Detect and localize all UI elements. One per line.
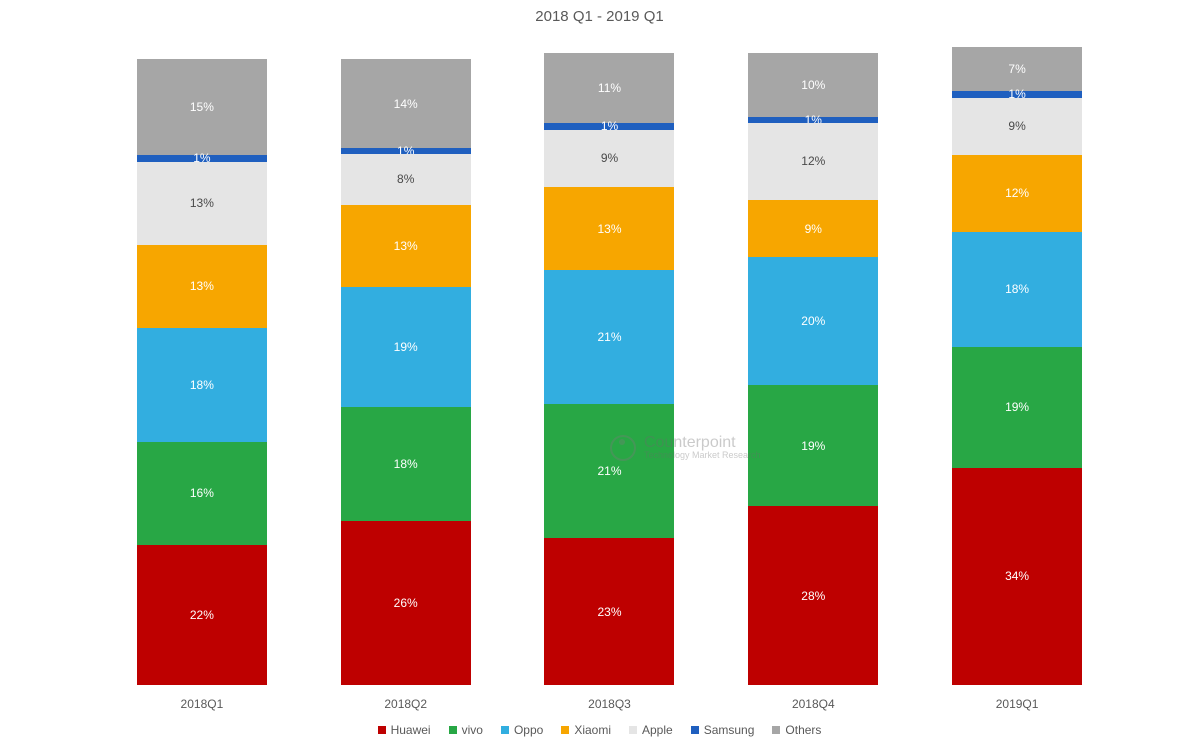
legend-item: Xiaomi	[561, 723, 611, 737]
x-axis-labels: 2018Q12018Q22018Q32018Q42019Q1	[60, 697, 1159, 711]
segment: 10%	[748, 53, 878, 117]
segment: 23%	[544, 538, 674, 685]
legend-swatch	[449, 726, 457, 734]
bar-slot: 22%16%18%13%13%1%15%	[100, 40, 304, 685]
legend-swatch	[501, 726, 509, 734]
legend-label: vivo	[462, 723, 483, 737]
legend-item: Samsung	[691, 723, 755, 737]
segment: 22%	[137, 545, 267, 685]
segment: 18%	[137, 328, 267, 443]
segment: 19%	[952, 347, 1082, 468]
segment: 12%	[748, 123, 878, 200]
legend-item: Oppo	[501, 723, 543, 737]
legend-item: vivo	[449, 723, 483, 737]
x-axis-label: 2019Q1	[915, 697, 1119, 711]
legend-label: Oppo	[514, 723, 543, 737]
segment: 13%	[341, 205, 471, 287]
chart-title: 2018 Q1 - 2019 Q1	[0, 8, 1199, 25]
bar-slot: 34%19%18%12%9%1%7%	[915, 40, 1119, 685]
plot-area: 22%16%18%13%13%1%15%26%18%19%13%8%1%14%2…	[60, 40, 1159, 685]
segment: 8%	[341, 154, 471, 205]
segment: 34%	[952, 468, 1082, 685]
legend-label: Xiaomi	[574, 723, 611, 737]
segment: 28%	[748, 506, 878, 685]
legend-item: Apple	[629, 723, 673, 737]
bar-slot: 23%21%21%13%9%1%11%	[508, 40, 712, 685]
legend-swatch	[772, 726, 780, 734]
legend-label: Others	[785, 723, 821, 737]
segment: 13%	[137, 162, 267, 245]
segment: 19%	[748, 385, 878, 506]
segment: 16%	[137, 442, 267, 544]
bar-slot: 28%19%20%9%12%1%10%	[711, 40, 915, 685]
legend-swatch	[561, 726, 569, 734]
legend: Huawei vivo Oppo Xiaomi Apple Samsung Others	[0, 723, 1199, 737]
segment: 15%	[137, 59, 267, 155]
segment: 13%	[544, 187, 674, 270]
bar: 26%18%19%13%8%1%14%	[341, 59, 471, 685]
segment: 12%	[952, 155, 1082, 232]
legend-label: Samsung	[704, 723, 755, 737]
stacked-bar-chart: 2018 Q1 - 2019 Q1 22%16%18%13%13%1%15% 26…	[0, 0, 1199, 747]
x-axis-label: 2018Q2	[304, 697, 508, 711]
bar: 23%21%21%13%9%1%11%	[544, 53, 674, 685]
segment: 26%	[341, 521, 471, 685]
x-axis-label: 2018Q3	[508, 697, 712, 711]
legend-swatch	[691, 726, 699, 734]
segment: 13%	[137, 245, 267, 328]
segment: 11%	[544, 53, 674, 123]
segment: 9%	[748, 200, 878, 257]
segment: 19%	[341, 287, 471, 407]
segment: 18%	[341, 407, 471, 521]
legend-swatch	[378, 726, 386, 734]
bar: 28%19%20%9%12%1%10%	[748, 53, 878, 685]
legend-swatch	[629, 726, 637, 734]
segment: 14%	[341, 59, 471, 147]
bar-slot: 26%18%19%13%8%1%14%	[304, 40, 508, 685]
bars-container: 22%16%18%13%13%1%15%26%18%19%13%8%1%14%2…	[60, 40, 1159, 685]
bar: 34%19%18%12%9%1%7%	[952, 46, 1082, 685]
segment: 9%	[952, 98, 1082, 155]
segment: 20%	[748, 257, 878, 385]
segment: 7%	[952, 47, 1082, 92]
legend-item: Huawei	[378, 723, 431, 737]
segment: 9%	[544, 130, 674, 187]
segment: 21%	[544, 404, 674, 538]
x-axis-label: 2018Q1	[100, 697, 304, 711]
x-axis-label: 2018Q4	[711, 697, 915, 711]
segment: 21%	[544, 270, 674, 404]
bar: 22%16%18%13%13%1%15%	[137, 59, 267, 685]
legend-label: Huawei	[391, 723, 431, 737]
legend-item: Others	[772, 723, 821, 737]
legend-label: Apple	[642, 723, 673, 737]
segment: 18%	[952, 232, 1082, 347]
